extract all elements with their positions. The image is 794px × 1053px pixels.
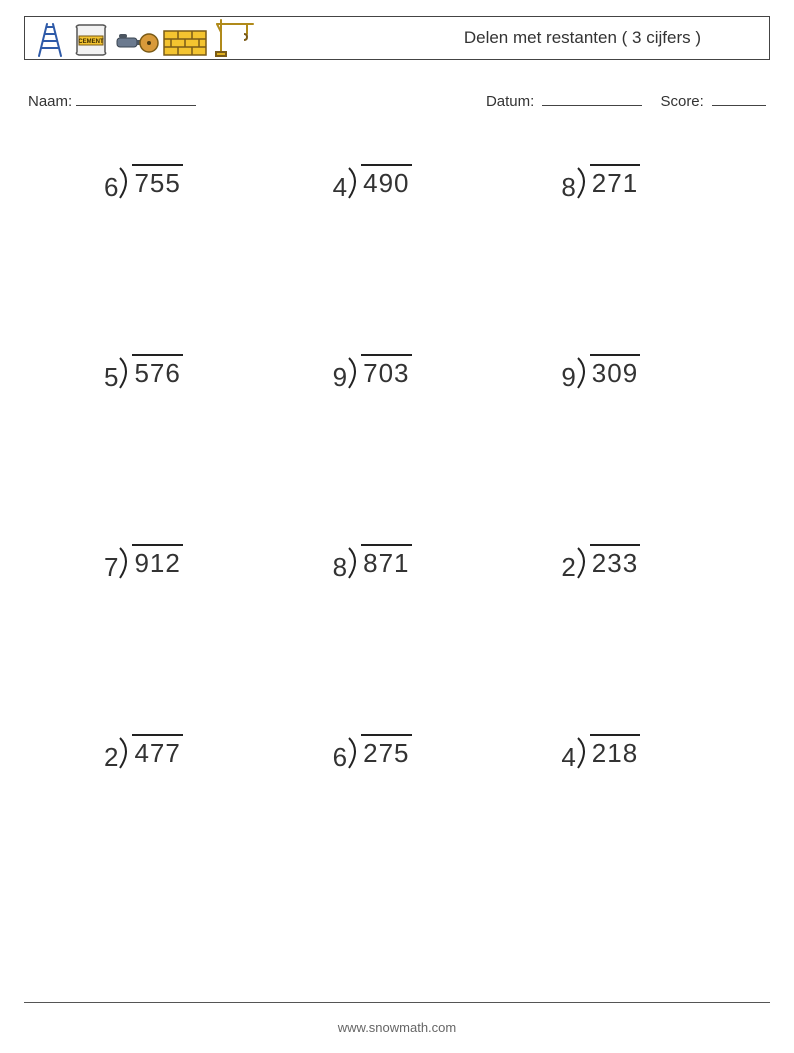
division-bracket-icon bbox=[347, 548, 363, 580]
footer-text: www.snowmath.com bbox=[0, 1020, 794, 1035]
name-field: Naam: bbox=[28, 92, 196, 110]
long-division: 9 309 bbox=[561, 360, 640, 390]
dividend: 275 bbox=[361, 734, 411, 768]
header-icons: CEMENT bbox=[33, 18, 255, 58]
division-bracket-icon bbox=[576, 168, 592, 200]
date-label: Datum: bbox=[486, 93, 534, 110]
dividend: 309 bbox=[590, 354, 640, 388]
footer-divider bbox=[24, 1002, 770, 1003]
problem: 4 218 bbox=[521, 740, 730, 770]
problem: 9 309 bbox=[521, 360, 730, 390]
crane-icon bbox=[211, 18, 255, 58]
division-bracket-icon bbox=[347, 168, 363, 200]
problem: 5 576 bbox=[64, 360, 273, 390]
name-label: Naam: bbox=[28, 93, 72, 110]
division-bracket-icon bbox=[118, 358, 134, 390]
score-label: Score: bbox=[660, 93, 703, 110]
long-division: 2 477 bbox=[104, 740, 183, 770]
long-division: 6 755 bbox=[104, 170, 183, 200]
long-division: 8 271 bbox=[561, 170, 640, 200]
grinder-icon bbox=[115, 28, 159, 58]
ladder-icon bbox=[33, 22, 67, 58]
long-division: 8 871 bbox=[333, 550, 412, 580]
cement-bag-icon: CEMENT bbox=[71, 22, 111, 58]
problem: 6 275 bbox=[293, 740, 502, 770]
dividend: 477 bbox=[132, 734, 182, 768]
division-bracket-icon bbox=[576, 738, 592, 770]
division-bracket-icon bbox=[347, 358, 363, 390]
long-division: 9 703 bbox=[333, 360, 412, 390]
dividend: 233 bbox=[590, 544, 640, 578]
long-division: 2 233 bbox=[561, 550, 640, 580]
division-bracket-icon bbox=[118, 168, 134, 200]
svg-text:CEMENT: CEMENT bbox=[78, 39, 104, 45]
division-bracket-icon bbox=[347, 738, 363, 770]
score-field: Score: bbox=[660, 92, 766, 110]
dividend: 871 bbox=[361, 544, 411, 578]
division-bracket-icon bbox=[118, 548, 134, 580]
division-bracket-icon bbox=[576, 548, 592, 580]
meta-row: Naam: Datum: Score: bbox=[24, 92, 770, 110]
date-blank[interactable] bbox=[542, 92, 642, 106]
dividend: 755 bbox=[132, 164, 182, 198]
dividend: 703 bbox=[361, 354, 411, 388]
worksheet-page: CEMENT bbox=[0, 0, 794, 1053]
worksheet-title: Delen met restanten ( 3 cijfers ) bbox=[464, 28, 761, 48]
dividend: 490 bbox=[361, 164, 411, 198]
problem: 2 477 bbox=[64, 740, 273, 770]
dividend: 576 bbox=[132, 354, 182, 388]
problem: 2 233 bbox=[521, 550, 730, 580]
dividend: 218 bbox=[590, 734, 640, 768]
long-division: 5 576 bbox=[104, 360, 183, 390]
score-blank[interactable] bbox=[712, 92, 766, 106]
division-bracket-icon bbox=[118, 738, 134, 770]
long-division: 4 218 bbox=[561, 740, 640, 770]
long-division: 7 912 bbox=[104, 550, 183, 580]
dividend: 271 bbox=[590, 164, 640, 198]
problem: 8 271 bbox=[521, 170, 730, 200]
long-division: 4 490 bbox=[333, 170, 412, 200]
header-box: CEMENT bbox=[24, 16, 770, 60]
division-bracket-icon bbox=[576, 358, 592, 390]
problem: 8 871 bbox=[293, 550, 502, 580]
problem: 6 755 bbox=[64, 170, 273, 200]
date-field: Datum: bbox=[486, 92, 643, 110]
problems-grid: 6 755 4 490 8 271 bbox=[24, 170, 770, 770]
name-blank[interactable] bbox=[76, 92, 196, 106]
dividend: 912 bbox=[132, 544, 182, 578]
long-division: 6 275 bbox=[333, 740, 412, 770]
problem: 7 912 bbox=[64, 550, 273, 580]
problem: 4 490 bbox=[293, 170, 502, 200]
bricks-icon bbox=[163, 28, 207, 58]
problem: 9 703 bbox=[293, 360, 502, 390]
